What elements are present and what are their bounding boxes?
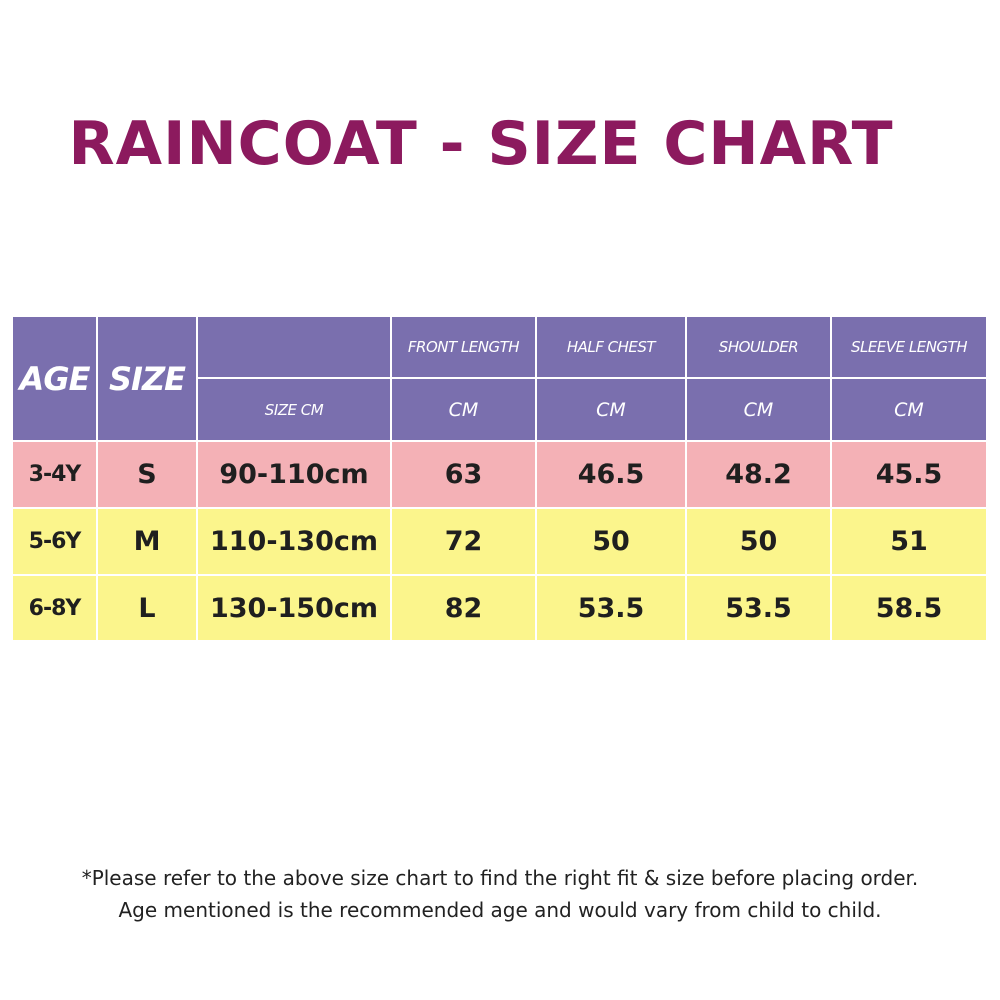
cell-size-cm: 90-110cm bbox=[196, 440, 392, 509]
header-shoulder: SHOULDER bbox=[685, 315, 832, 379]
cell-half-chest: 53.5 bbox=[535, 574, 687, 642]
cell-front-length: 82 bbox=[390, 574, 537, 642]
cell-age: 3-4Y bbox=[11, 440, 98, 509]
header-row-units: SIZE CM CM CM CM CM bbox=[12, 377, 988, 442]
header-half-chest: HALF CHEST bbox=[535, 315, 687, 379]
unit-half-chest: CM bbox=[535, 377, 687, 442]
cell-shoulder: 50 bbox=[685, 507, 832, 576]
age-note: Age mentioned is the recommended age and… bbox=[118, 898, 882, 922]
size-note: *Please refer to the above size chart to… bbox=[81, 866, 919, 890]
header-sleeve-length: SLEEVE LENGTH bbox=[830, 315, 988, 379]
cell-sleeve-length: 58.5 bbox=[830, 574, 988, 642]
cell-half-chest: 50 bbox=[535, 507, 687, 576]
page-title: RAINCOAT - SIZE CHART bbox=[68, 109, 894, 179]
cell-sleeve-length: 51 bbox=[830, 507, 988, 576]
cell-size: S bbox=[96, 440, 198, 509]
header-age: AGE bbox=[11, 315, 98, 442]
cell-size-cm: 130-150cm bbox=[196, 574, 392, 642]
cell-sleeve-length: 45.5 bbox=[830, 440, 988, 509]
cell-front-length: 63 bbox=[390, 440, 537, 509]
table-row: 3-4Y S 90-110cm 63 46.5 48.2 45.5 bbox=[11, 440, 988, 509]
size-chart-table: AGE SIZE FRONT LENGTH HALF CHEST SHOULDE… bbox=[11, 315, 988, 642]
cell-half-chest: 46.5 bbox=[535, 440, 687, 509]
unit-front-length: CM bbox=[390, 377, 537, 442]
unit-shoulder: CM bbox=[685, 377, 832, 442]
cell-age: 6-8Y bbox=[11, 574, 98, 642]
header-front-length: FRONT LENGTH bbox=[390, 315, 537, 379]
cell-age: 5-6Y bbox=[11, 507, 98, 576]
cell-front-length: 72 bbox=[390, 507, 537, 576]
cell-shoulder: 48.2 bbox=[685, 440, 832, 509]
header-size-cm: SIZE CM bbox=[196, 377, 392, 442]
header-blank bbox=[196, 315, 392, 379]
table-row: 6-8Y L 130-150cm 82 53.5 53.5 58.5 bbox=[11, 574, 988, 642]
header-row-top: AGE SIZE FRONT LENGTH HALF CHEST SHOULDE… bbox=[11, 315, 988, 442]
cell-size: L bbox=[96, 574, 198, 642]
cell-size: M bbox=[96, 507, 198, 576]
cell-shoulder: 53.5 bbox=[685, 574, 832, 642]
unit-sleeve-length: CM bbox=[830, 377, 988, 442]
cell-size-cm: 110-130cm bbox=[196, 507, 392, 576]
table-row: 5-6Y M 110-130cm 72 50 50 51 bbox=[11, 507, 988, 576]
header-size: SIZE bbox=[96, 315, 198, 442]
